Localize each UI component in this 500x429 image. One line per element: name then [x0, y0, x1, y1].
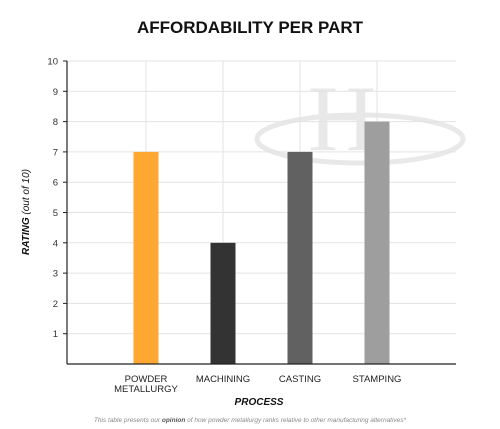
x-tick-label-line: POWDER	[125, 374, 168, 385]
x-axis-label: PROCESS	[235, 397, 284, 408]
axes	[63, 60, 456, 365]
footnote-before: This table presents our	[94, 417, 162, 424]
y-tick-label: 2	[53, 299, 58, 310]
footnote-after: of how powder metallurgy ranks relative …	[185, 417, 406, 424]
x-tick-label-line: METALLURGY	[114, 384, 178, 395]
y-axis-label: RATING (out of 10)	[21, 169, 32, 255]
y-tick-label: 3	[53, 269, 58, 280]
footnote-emphasis: opinion	[162, 417, 185, 424]
y-tick-label: 8	[53, 117, 58, 128]
bar-2	[287, 151, 313, 364]
x-tick-label: CASTING	[279, 374, 321, 385]
y-tick-label: 1	[53, 329, 58, 340]
y-tick-label: 9	[53, 87, 58, 98]
y-tick-labels: 1 2 3 4 5 6 7 8 9 10	[47, 57, 58, 341]
y-axis-label-bold: RATING	[21, 217, 32, 255]
y-tick-label: 4	[53, 238, 58, 249]
y-tick-label: 6	[53, 178, 58, 189]
y-axis-label-rest: (out of 10)	[21, 169, 32, 217]
bar-1	[210, 242, 236, 364]
y-tick-label: 7	[53, 147, 58, 158]
x-tick-labels: POWDER METALLURGY MACHINING CASTING STAMPING	[114, 374, 401, 395]
bars	[133, 121, 390, 364]
footnote: This table presents our opinion of how p…	[94, 417, 407, 424]
x-tick-label-line: STAMPING	[353, 374, 402, 385]
x-tick-label: POWDER METALLURGY	[114, 374, 178, 395]
y-tick-label: 5	[53, 208, 58, 219]
x-tick-label: MACHINING	[196, 374, 250, 385]
x-tick-label: STAMPING	[353, 374, 402, 385]
y-tick-label: 10	[47, 57, 58, 68]
bar-3	[364, 121, 390, 364]
x-tick-label-line: MACHINING	[196, 374, 250, 385]
x-tick-label-line: CASTING	[279, 374, 321, 385]
chart-title: AFFORDABILITY PER PART	[137, 18, 364, 37]
bar-0	[133, 151, 159, 364]
gridlines	[67, 60, 456, 364]
